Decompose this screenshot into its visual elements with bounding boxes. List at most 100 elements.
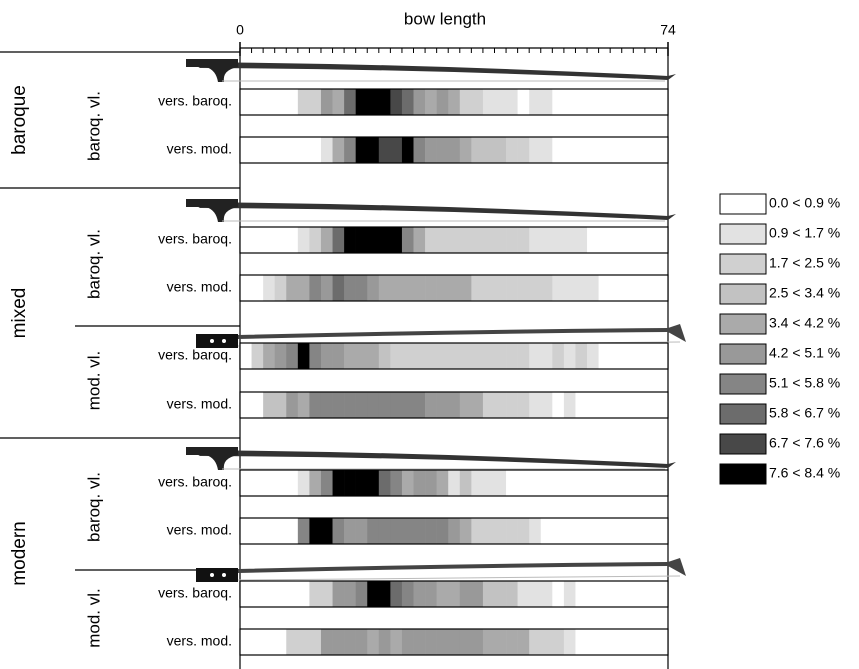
- heat-cell: [274, 343, 287, 369]
- heat-cell: [425, 629, 437, 655]
- bow-eye: [222, 339, 226, 343]
- heat-cell: [344, 343, 356, 369]
- heat-cell: [378, 275, 391, 301]
- heat-cell: [367, 275, 380, 301]
- heat-cell: [529, 581, 542, 607]
- legend-label: 6.7 < 7.6 %: [769, 435, 840, 451]
- heat-cell: [320, 343, 333, 369]
- heat-cell: [378, 470, 391, 496]
- heat-cell: [610, 581, 623, 607]
- heat-cell: [274, 137, 287, 163]
- heat-cell: [575, 629, 588, 655]
- heat-cell: [274, 581, 287, 607]
- heat-cell: [506, 343, 518, 369]
- heat-cell: [644, 137, 657, 163]
- group-label: baroque: [9, 85, 30, 155]
- heat-cell: [644, 275, 657, 301]
- heat-cell: [240, 137, 252, 163]
- strip-frame: [239, 391, 669, 419]
- heat-cell: [506, 581, 518, 607]
- heat-cell: [610, 275, 623, 301]
- heat-cell: [274, 275, 287, 301]
- heat-cell: [263, 343, 276, 369]
- heat-cell: [240, 629, 252, 655]
- heat-cell: [633, 275, 646, 301]
- bow-image: [186, 447, 676, 470]
- heat-cell: [471, 392, 484, 418]
- heat-cell: [309, 470, 322, 496]
- heat-cell: [378, 629, 391, 655]
- heat-cell: [529, 392, 542, 418]
- heat-cell: [621, 227, 634, 253]
- heat-cell: [598, 227, 611, 253]
- violin-label: mod. vl.: [84, 351, 103, 411]
- heat-cell: [506, 518, 518, 544]
- heat-cell: [413, 518, 426, 544]
- legend-swatch: [719, 283, 767, 305]
- heat-cell: [251, 629, 264, 655]
- heat-cell: [563, 227, 576, 253]
- heat-cell: [621, 518, 634, 544]
- heat-cell: [367, 227, 380, 253]
- heat-cell: [482, 629, 495, 655]
- heat-cell: [482, 392, 495, 418]
- heat-cell: [274, 392, 287, 418]
- legend-swatch: [719, 463, 767, 485]
- heat-cell: [494, 581, 507, 607]
- heat-cell: [344, 518, 356, 544]
- heat-cell: [367, 629, 380, 655]
- heat-cell: [413, 629, 426, 655]
- heat-cell: [263, 392, 276, 418]
- heat-cell: [436, 629, 449, 655]
- legend-label: 2.5 < 3.4 %: [769, 285, 840, 301]
- heat-cell: [297, 629, 310, 655]
- heat-cell: [297, 137, 310, 163]
- heat-cell: [656, 227, 669, 253]
- heat-cell: [459, 227, 472, 253]
- heat-cell: [413, 343, 426, 369]
- strip-frame: [239, 469, 669, 497]
- heat-cell: [401, 89, 414, 115]
- heat-cell: [540, 518, 553, 544]
- heat-cell: [552, 89, 565, 115]
- bow-stick: [200, 558, 686, 576]
- heat-cell: [390, 227, 403, 253]
- heat-cell: [401, 137, 414, 163]
- heat-cell: [320, 581, 333, 607]
- heat-cell: [644, 518, 657, 544]
- heat-cell: [413, 470, 426, 496]
- legend-label: 3.4 < 4.2 %: [769, 315, 840, 331]
- heat-cell: [436, 137, 449, 163]
- heat-cell: [425, 89, 437, 115]
- heat-cell: [274, 227, 287, 253]
- heat-cell: [587, 581, 599, 607]
- heat-cell: [263, 518, 276, 544]
- strip-label: vers. baroq.: [158, 93, 232, 109]
- bow-stick: [200, 324, 686, 342]
- heat-cell: [656, 137, 669, 163]
- violin-label: baroq. vl.: [84, 472, 103, 542]
- heat-cell: [240, 581, 252, 607]
- heat-cell: [575, 89, 588, 115]
- strip-frame: [239, 226, 669, 254]
- heat-cell: [459, 581, 472, 607]
- heat-cell: [482, 275, 495, 301]
- bow-frog: [196, 568, 238, 582]
- heat-cell: [529, 137, 542, 163]
- heat-cell: [517, 137, 530, 163]
- heat-cell: [320, 470, 333, 496]
- heat-cell: [656, 275, 669, 301]
- heat-cell: [633, 581, 646, 607]
- heat-cell: [344, 89, 356, 115]
- heat-cell: [506, 137, 518, 163]
- heat-cell: [563, 89, 576, 115]
- heat-cell: [251, 89, 264, 115]
- strip-frame: [239, 517, 669, 545]
- heat-cell: [575, 275, 588, 301]
- heat-cell: [344, 275, 356, 301]
- strip-label: vers. mod.: [167, 141, 232, 157]
- heat-cell: [309, 137, 322, 163]
- strip-frame: [239, 580, 669, 608]
- legend-swatch: [719, 193, 767, 215]
